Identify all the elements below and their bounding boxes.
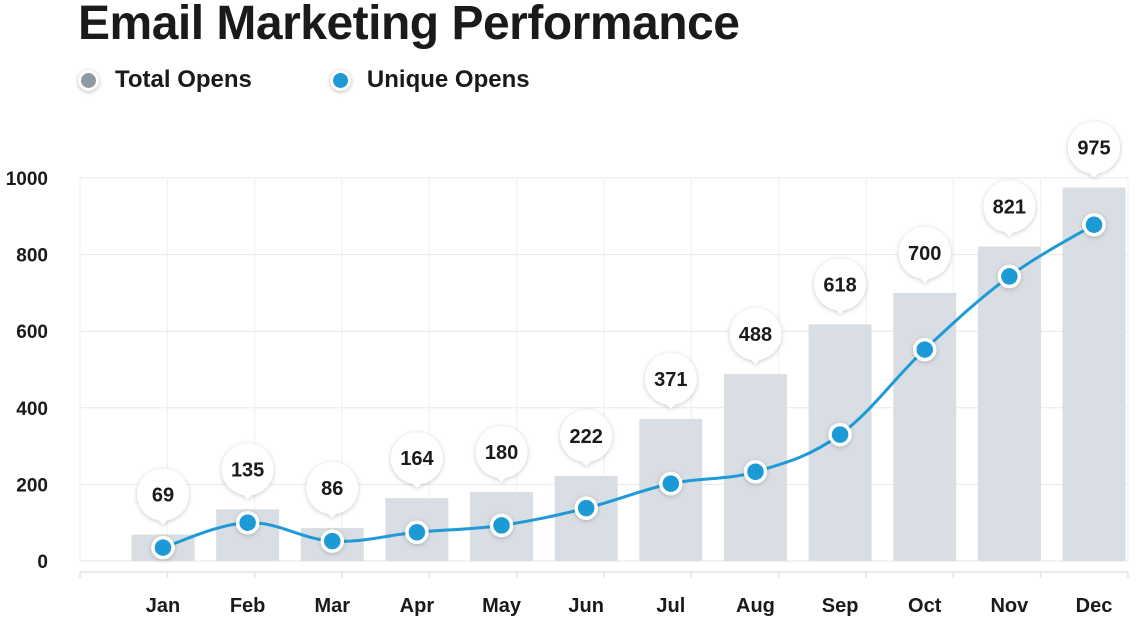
data-label: 821: [993, 197, 1026, 219]
data-label: 135: [231, 459, 264, 481]
data-label: 164: [400, 448, 434, 470]
y-tick-label: 600: [16, 322, 48, 343]
x-tick-label: Aug: [736, 595, 775, 617]
data-label-callout: [390, 432, 443, 489]
callout-bubble: [390, 432, 443, 485]
bar-total-opens-oct[interactable]: [893, 292, 957, 561]
data-label-callout: [560, 409, 613, 466]
data-label-callout: [729, 308, 782, 365]
point-unique-opens-jun[interactable]: [574, 496, 598, 520]
callout-bubble: [137, 468, 189, 521]
callout-pointer: [1085, 168, 1103, 178]
callout-bubble: [1068, 121, 1120, 174]
data-label-callout: [814, 258, 867, 315]
legend-label-unique-opens: Unique Opens: [366, 66, 530, 93]
total-opens-marker-icon: [78, 69, 99, 91]
callout-bubble: [983, 180, 1036, 233]
point-unique-opens-sep[interactable]: [828, 422, 852, 447]
callout-pointer: [831, 305, 850, 315]
x-tick-label: Mar: [314, 595, 350, 617]
callout-pointer: [746, 355, 765, 365]
data-label-callout: [137, 468, 189, 525]
x-tick-label: Dec: [1076, 595, 1113, 617]
data-label: 86: [321, 478, 343, 500]
point-unique-opens-may[interactable]: [489, 513, 514, 538]
x-tick-label: May: [482, 595, 522, 617]
point-unique-opens-feb[interactable]: [235, 510, 260, 535]
callout-bubble: [814, 258, 867, 311]
unique-opens-marker-icon: [329, 69, 351, 91]
point-unique-opens-apr[interactable]: [405, 520, 429, 545]
callout-pointer: [1000, 227, 1019, 237]
data-label: 975: [1077, 138, 1110, 160]
y-tick-label: 200: [16, 475, 48, 496]
data-label: 371: [654, 369, 687, 391]
x-tick-label: Jan: [146, 595, 180, 617]
y-tick-label: 800: [16, 246, 48, 267]
point-unique-opens-jul[interactable]: [659, 471, 683, 496]
data-label-callout: [1068, 121, 1120, 178]
point-unique-opens-jan[interactable]: [151, 535, 175, 560]
callout-pointer: [154, 515, 172, 525]
y-tick-label: 1000: [6, 169, 48, 190]
data-label: 618: [823, 274, 856, 296]
x-tick-label: Nov: [990, 595, 1029, 617]
x-tick-label: Feb: [230, 595, 266, 617]
callout-bubble: [475, 426, 528, 479]
legend-label-total-opens: Total Opens: [115, 66, 252, 93]
callout-pointer: [323, 509, 342, 519]
bar-total-opens-nov[interactable]: [977, 246, 1041, 561]
data-label: 222: [569, 426, 602, 448]
point-unique-opens-dec[interactable]: [1082, 212, 1106, 237]
callout-bubble: [644, 352, 697, 405]
callout-pointer: [577, 456, 596, 466]
data-label-callout: [475, 426, 528, 483]
bar-total-opens-dec[interactable]: [1062, 187, 1126, 561]
data-label-callout: [306, 462, 359, 519]
data-label-callout: [983, 180, 1036, 237]
point-unique-opens-aug[interactable]: [743, 460, 768, 484]
data-label: 700: [908, 243, 941, 265]
x-tick-label: Jul: [656, 595, 685, 617]
data-label: 488: [739, 324, 772, 346]
callout-bubble: [221, 443, 274, 496]
point-unique-opens-nov[interactable]: [997, 264, 1022, 289]
x-tick-label: Jun: [568, 595, 604, 617]
data-label-callout: [898, 226, 951, 283]
callout-pointer: [238, 490, 257, 500]
x-tick-label: Oct: [908, 595, 942, 617]
data-label-callout: [221, 443, 274, 500]
y-tick-label: 0: [37, 552, 48, 573]
legend-item-total-opens[interactable]: Total Opens: [78, 66, 252, 94]
x-tick-label: Sep: [822, 595, 859, 617]
point-unique-opens-mar[interactable]: [320, 529, 345, 553]
y-tick-label: 400: [16, 399, 48, 420]
callout-pointer: [407, 479, 426, 489]
data-label-callout: [644, 352, 697, 409]
callout-bubble: [898, 226, 951, 279]
chart-title: Email Marketing Performance: [78, 0, 740, 50]
point-unique-opens-oct[interactable]: [912, 337, 937, 362]
legend: Total Opens Unique Opens: [78, 66, 608, 94]
callout-pointer: [915, 273, 934, 283]
callout-bubble: [560, 409, 613, 462]
callout-pointer: [661, 399, 680, 409]
legend-item-unique-opens[interactable]: Unique Opens: [329, 66, 530, 94]
data-label: 180: [485, 442, 518, 464]
x-tick-label: Apr: [400, 595, 435, 617]
callout-bubble: [729, 308, 782, 361]
callout-pointer: [492, 473, 511, 483]
data-label: 69: [152, 485, 174, 507]
callout-bubble: [306, 462, 359, 515]
